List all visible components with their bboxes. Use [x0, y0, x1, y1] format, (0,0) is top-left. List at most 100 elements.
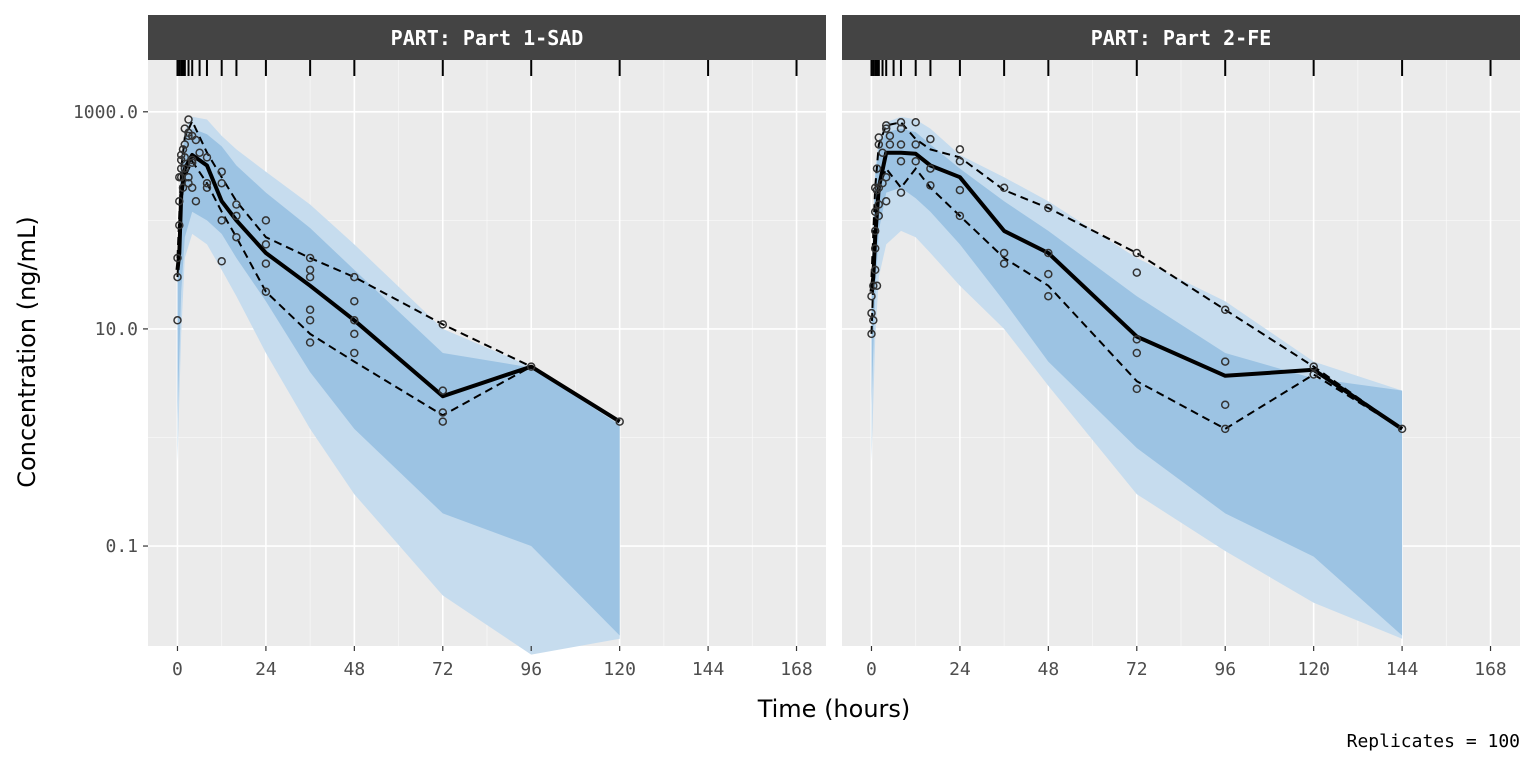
observed-point — [261, 216, 271, 225]
strip-label: PART: Part 2-FE — [1091, 26, 1272, 50]
strip-background — [148, 15, 826, 60]
observed-point — [1132, 268, 1142, 277]
x-tick-label: 144 — [692, 659, 725, 680]
observed-point — [1309, 370, 1318, 379]
observed-point — [180, 164, 190, 173]
observed-point — [874, 133, 884, 142]
observed-point — [896, 124, 906, 133]
observed-point — [217, 257, 226, 266]
observed-point — [885, 131, 895, 141]
observed-point — [261, 259, 271, 268]
observed-point — [526, 362, 536, 371]
y-tick-label: 1000.0 — [73, 102, 138, 123]
observed-point — [896, 188, 906, 197]
x-tick-label: 48 — [1038, 659, 1060, 680]
observed-point — [217, 167, 226, 177]
observed-point — [438, 320, 448, 329]
observed-point — [955, 145, 965, 154]
y-axis-title: Concentration (ng/mL) — [13, 216, 41, 487]
x-tick-label: 120 — [1297, 659, 1330, 680]
observed-point — [870, 244, 880, 253]
observed-point — [1044, 269, 1053, 279]
observed-point — [180, 153, 190, 162]
panel-1: PART: Part 1-SAD 0 24 48 72 96 120 144 168 0.1 10.… — [73, 15, 826, 680]
observed-point — [881, 124, 891, 133]
observed-point — [184, 172, 193, 182]
y-tick-label: 0.1 — [105, 536, 138, 557]
observed-point — [305, 305, 315, 315]
observed-point — [176, 164, 186, 173]
observed-point — [869, 316, 878, 325]
observed-point — [874, 211, 884, 221]
observed-point — [911, 140, 920, 149]
x-tick-label: 168 — [780, 659, 813, 680]
observed-point — [615, 417, 624, 426]
observed-point — [305, 272, 315, 282]
observed-point — [180, 140, 190, 149]
x-tick-label: 72 — [1126, 659, 1148, 680]
observed-point — [350, 272, 359, 282]
observed-point — [926, 164, 935, 173]
x-tick-label: 0 — [866, 659, 877, 680]
observed-point — [911, 157, 920, 166]
observed-point — [869, 281, 878, 290]
observed-point — [305, 338, 315, 347]
observed-point — [878, 178, 887, 188]
observed-point — [191, 196, 201, 206]
observed-point — [202, 183, 212, 192]
observed-point — [438, 417, 448, 426]
observed-point — [999, 248, 1009, 258]
observed-point — [350, 348, 359, 358]
observed-point — [955, 211, 965, 221]
panels-layer: PART: Part 1-SAD 0 24 48 72 96 120 144 168 0.1 10.… — [73, 15, 1520, 680]
observed-point — [1220, 305, 1230, 315]
observed-point — [881, 121, 891, 130]
observed-point — [1132, 384, 1142, 394]
observed-point — [173, 272, 182, 282]
observed-point — [350, 316, 359, 325]
observed-point — [195, 148, 204, 157]
observed-point — [175, 221, 184, 230]
observed-point — [878, 148, 887, 157]
observed-point — [187, 183, 197, 192]
observed-point — [999, 259, 1009, 268]
observed-point — [217, 178, 226, 188]
observed-point — [1044, 248, 1053, 258]
x-tick-label: 144 — [1386, 659, 1419, 680]
observed-point — [867, 329, 876, 339]
observed-point — [217, 216, 226, 225]
observed-point — [305, 316, 315, 325]
observed-point — [305, 253, 315, 263]
inner-prediction-band — [177, 128, 620, 636]
observed-point — [173, 316, 182, 325]
observed-point — [1397, 424, 1407, 434]
observed-point — [261, 240, 271, 249]
x-tick-label: 24 — [949, 659, 971, 680]
observed-point — [1220, 400, 1230, 410]
observed-point — [187, 155, 197, 165]
observed-point — [232, 211, 241, 221]
observed-point — [870, 226, 880, 236]
observed-point — [178, 145, 188, 154]
observed-point — [178, 183, 188, 192]
observed-point — [1132, 248, 1142, 258]
observed-point — [187, 158, 197, 167]
x-tick-label: 120 — [603, 659, 636, 680]
x-tick-label: 24 — [255, 659, 277, 680]
observed-point — [232, 232, 241, 242]
observed-point — [955, 185, 965, 195]
observed-point — [191, 135, 201, 145]
x-axis-title: Time (hours) — [757, 695, 911, 723]
observed-point — [173, 253, 182, 263]
observed-point — [350, 296, 359, 306]
observed-point — [896, 140, 906, 149]
strip-background — [842, 15, 1520, 60]
observed-point — [1132, 348, 1142, 358]
strip-label: PART: Part 1-SAD — [391, 26, 584, 50]
observed-point — [896, 157, 906, 166]
x-tick-label: 96 — [1214, 659, 1236, 680]
observed-point — [438, 408, 448, 417]
x-tick-label: 168 — [1474, 659, 1507, 680]
